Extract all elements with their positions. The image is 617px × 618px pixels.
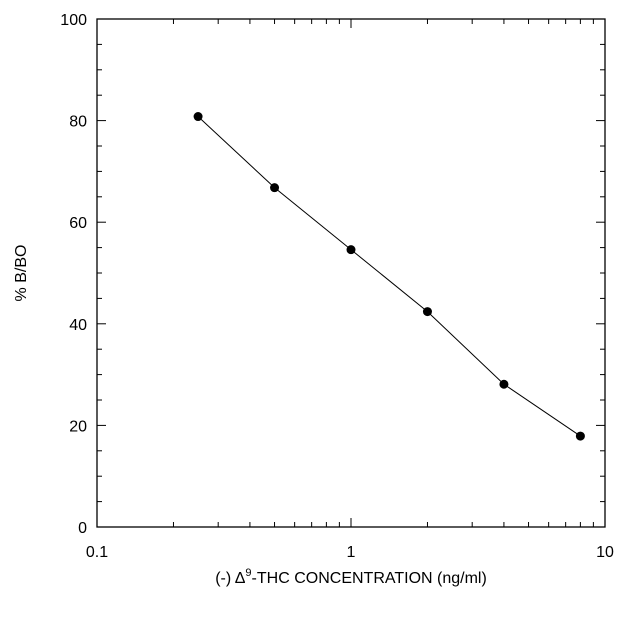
y-tick-label: 80 (69, 114, 87, 131)
y-tick-label: 40 (69, 317, 87, 334)
data-point (193, 112, 203, 122)
x-tick-label: 10 (596, 544, 614, 561)
x-tick-label: 1 (347, 544, 356, 561)
y-tick-label: 60 (69, 215, 87, 232)
y-tick-label: 100 (60, 12, 87, 29)
x-axis-title-superscript: 9 (245, 567, 251, 579)
y-axis-title: % B/BO (13, 245, 30, 302)
series-line (197, 116, 581, 437)
data-point (499, 379, 509, 389)
y-tick-label: 20 (69, 418, 87, 435)
plot-frame (96, 18, 606, 528)
axis-ticks (96, 18, 606, 528)
x-axis-title-suffix: -THC CONCENTRATION (ng/ml) (252, 570, 487, 587)
x-tick-label: 0.1 (86, 544, 108, 561)
x-axis-title: (-) Δ9-THC CONCENTRATION (ng/ml) (215, 567, 487, 587)
data-point (575, 431, 585, 441)
data-point (422, 307, 432, 317)
data-point (346, 245, 356, 255)
x-axis-title-prefix: (-) Δ (215, 570, 246, 587)
y-tick-label: 0 (78, 520, 87, 537)
data-point (270, 183, 280, 193)
series-layer (193, 112, 585, 441)
